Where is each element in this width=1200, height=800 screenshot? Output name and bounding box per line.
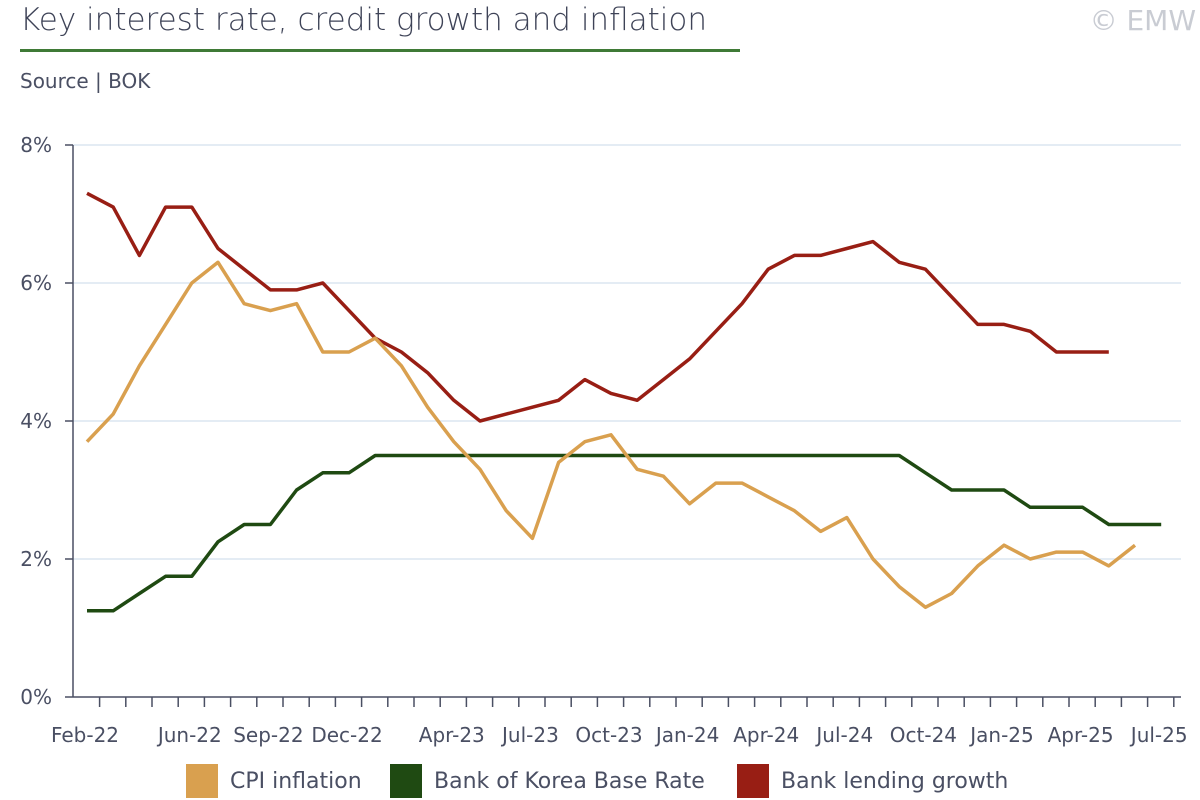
y-tick-label: 8% [20, 133, 52, 157]
x-tick-label: Apr-25 [1048, 723, 1114, 747]
x-tick-label: Jul-25 [1129, 723, 1188, 747]
y-axis: 0% 2% 4% 6% 8% [20, 133, 74, 709]
y-tick-label: 4% [20, 409, 52, 433]
y-tick-label: 0% [20, 685, 52, 709]
chart-title: Key interest rate, credit growth and inf… [20, 2, 707, 38]
gridlines [73, 144, 1181, 560]
x-tick-label: Jan-24 [654, 723, 720, 747]
x-tick-label: Feb-22 [51, 723, 119, 747]
legend-swatch-lending [737, 764, 769, 798]
legend-item-base-rate: Bank of Korea Base Rate [390, 764, 705, 798]
x-tick-label: Dec-22 [311, 723, 382, 747]
y-tick-label: 6% [20, 271, 52, 295]
x-tick-label: Jan-25 [968, 723, 1034, 747]
legend-label-lending: Bank lending growth [781, 768, 1009, 794]
legend: CPI inflation Bank of Korea Base Rate Ba… [0, 764, 1200, 800]
source-note: Source | BOK [20, 69, 151, 93]
series-line-cpi [85, 260, 1137, 610]
legend-swatch-base-rate [390, 764, 422, 798]
series-line-base_rate [87, 453, 1162, 613]
legend-swatch-cpi [186, 764, 218, 798]
series-line-lending [86, 191, 1109, 423]
series-lines [85, 191, 1162, 613]
legend-label-base-rate: Bank of Korea Base Rate [434, 768, 705, 794]
line-chart: 0% 2% 4% 6% 8% Feb-22 Jun-22 Sep-22 Dec-22 Apr-2… [20, 133, 1188, 747]
x-tick-label: Oct-24 [890, 723, 957, 747]
x-tick-label: Jun-22 [156, 723, 222, 747]
x-axis: Feb-22 Jun-22 Sep-22 Dec-22 Apr-23 Jul-23 Oct-… [51, 696, 1188, 747]
y-tick-label: 2% [20, 547, 52, 571]
x-tick-label: Apr-23 [419, 723, 485, 747]
x-tick-label: Apr-24 [733, 723, 799, 747]
x-tick-label: Jul-24 [814, 723, 873, 747]
copyright-notice: © EMW [1089, 4, 1196, 37]
x-tick-label: Jul-23 [500, 723, 559, 747]
legend-item-cpi-inflation: CPI inflation [186, 764, 362, 798]
legend-label-cpi: CPI inflation [230, 768, 362, 794]
x-tick-label: Sep-22 [233, 723, 303, 747]
legend-item-bank-lending: Bank lending growth [737, 764, 1008, 798]
title-underline [20, 49, 740, 52]
x-tick-label: Oct-23 [575, 723, 642, 747]
